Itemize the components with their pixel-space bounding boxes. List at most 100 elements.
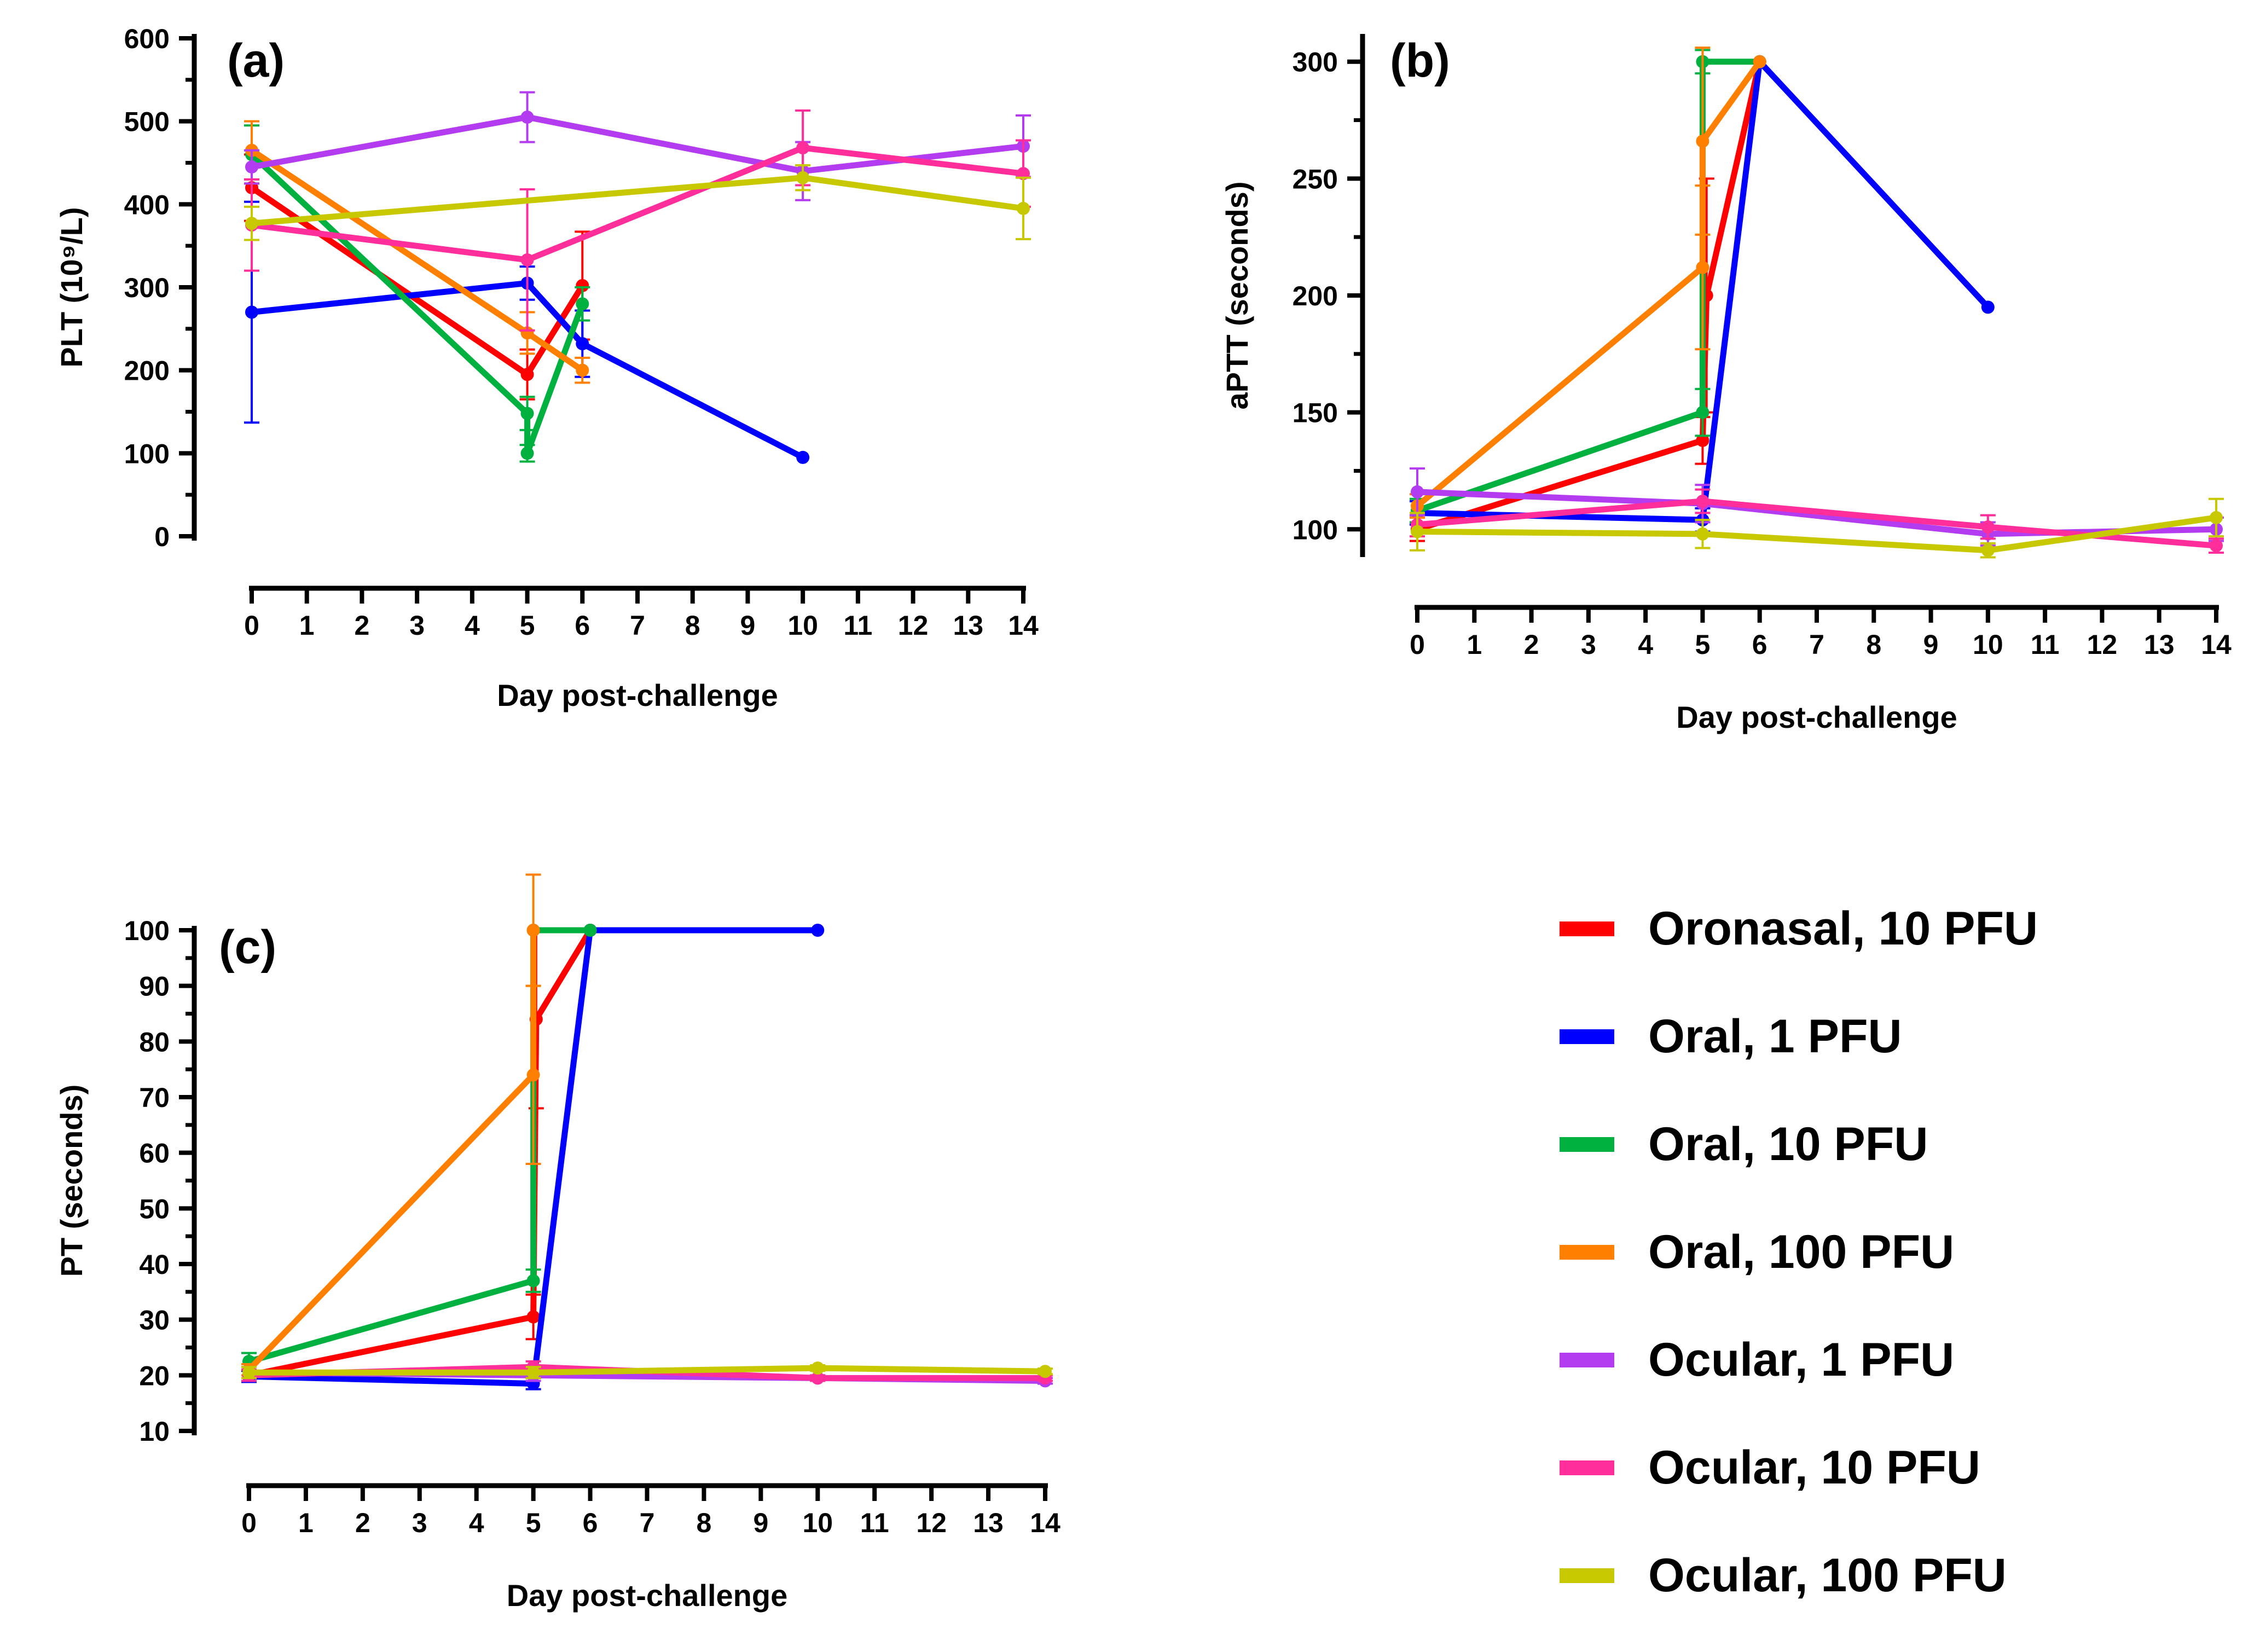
panel-b-y-axis-title: aPTT (seconds) xyxy=(1220,182,1254,410)
panel-c-panel-label: (c) xyxy=(219,921,276,973)
panel-a-x-tick-label: 8 xyxy=(685,610,700,641)
panel-b-line-oral-100-pfu xyxy=(1414,59,1763,509)
panel-b-series-ocular-100-pfu xyxy=(1410,497,2224,559)
panel-b-point-ocular-100-pfu xyxy=(2210,511,2223,524)
panel-a-series-oral-10-pfu xyxy=(244,124,590,463)
panel-b-x-tick-label: 10 xyxy=(1973,629,2003,660)
panel-b-point-ocular-10-pfu xyxy=(1981,520,1995,534)
panel-c-y-tick-label: 30 xyxy=(139,1305,170,1336)
panel-a-x-tick-label: 2 xyxy=(355,610,370,641)
panel-c-line-oral-1-pfu xyxy=(246,927,821,1387)
panel-a-point-oral-100-pfu xyxy=(576,363,589,377)
legend-label-ocular-1: Ocular, 1 PFU xyxy=(1648,1334,1955,1386)
panel-b-x-tick-label: 12 xyxy=(2087,629,2118,660)
panel-b-x-tick-label: 13 xyxy=(2144,629,2175,660)
panel-c-line-oral-100-pfu xyxy=(246,927,537,1373)
panel-a-x-tick-label: 3 xyxy=(409,610,425,641)
panel-a-y-tick-label: 100 xyxy=(124,438,170,469)
panel-a-point-oronasal-10-pfu xyxy=(520,368,534,381)
panel-b-x-tick-label: 3 xyxy=(1581,629,1596,660)
panel-a-point-oral-1-pfu xyxy=(576,337,589,351)
legend-label-oronasal-10: Oronasal, 10 PFU xyxy=(1648,902,2038,955)
panel-b-x-tick-label: 6 xyxy=(1752,629,1767,660)
legend-item-ocular-100: Ocular, 100 PFU xyxy=(1560,1544,2216,1652)
panel-a-x-tick-label: 13 xyxy=(953,610,983,641)
panel-a-x-tick-label: 7 xyxy=(630,610,645,641)
panel-a-x-tick-label: 4 xyxy=(465,610,480,641)
panel-c-y-tick-label: 40 xyxy=(139,1249,170,1280)
panel-c-y-axis-title: PT (seconds) xyxy=(54,1085,89,1277)
legend-item-oral-100: Oral, 100 PFU xyxy=(1560,1221,2216,1329)
panel-b-point-oral-100-pfu xyxy=(1696,260,1709,274)
panel-b-point-ocular-1-pfu xyxy=(1411,485,1424,499)
panel-b-line-ocular-100-pfu xyxy=(1414,514,2219,554)
legend-label-oral-1: Oral, 1 PFU xyxy=(1648,1010,1902,1063)
panel-a-series-ocular-1-pfu xyxy=(244,91,1031,201)
panel-a-point-ocular-1-pfu xyxy=(520,111,534,124)
panel-c-series-oral-100-pfu xyxy=(241,873,541,1377)
legend-swatch-ocular-100 xyxy=(1560,1568,1614,1583)
panel-c-point-ocular-100-pfu xyxy=(1039,1365,1052,1378)
panel-c-point-oral-100-pfu xyxy=(526,1068,540,1082)
panel-b-x-tick-label: 11 xyxy=(2031,629,2060,660)
panel-c-line-oral-10-pfu xyxy=(246,927,594,1365)
panel-c-x-tick-label: 4 xyxy=(469,1508,484,1538)
panel-a-line-oral-10-pfu xyxy=(248,151,586,456)
panel-c-y-tick-label: 100 xyxy=(124,915,170,946)
panel-a-y-tick-label: 400 xyxy=(124,189,170,220)
panel-c-x-tick-label: 11 xyxy=(860,1508,889,1538)
panel-a-point-oral-10-pfu xyxy=(520,407,534,420)
panel-b-x-tick-label: 1 xyxy=(1467,629,1482,660)
panel-c-point-oral-10-pfu xyxy=(526,1274,540,1288)
panel-c-point-oral-100-pfu xyxy=(526,924,540,937)
legend-label-ocular-10: Ocular, 10 PFU xyxy=(1648,1441,1981,1494)
panel-c-point-ocular-100-pfu xyxy=(811,1361,825,1375)
panel-b-point-ocular-10-pfu xyxy=(1696,495,1709,508)
panel-a-point-ocular-100-pfu xyxy=(245,217,258,230)
panel-a-x-tick-label: 6 xyxy=(575,610,590,641)
legend-swatch-oronasal-10 xyxy=(1560,921,1614,936)
panel-a-point-oral-1-pfu xyxy=(796,450,810,464)
panel-c-y-tick-label: 60 xyxy=(139,1138,170,1169)
panel-c-x-tick-label: 9 xyxy=(753,1508,768,1538)
panel-b-point-ocular-100-pfu xyxy=(1411,525,1424,538)
panel-a-line-oral-1-pfu xyxy=(248,280,806,461)
panel-b-point-oral-1-pfu xyxy=(1981,300,1995,314)
panel-a-y-tick-label: 200 xyxy=(124,356,170,386)
panel-a-x-tick-label: 12 xyxy=(898,610,929,641)
legend-swatch-oral-100 xyxy=(1560,1245,1614,1260)
panel-c-line-ocular-100-pfu xyxy=(246,1365,1048,1376)
panel-c-x-tick-label: 12 xyxy=(916,1508,947,1538)
panel-c-point-oronasal-10-pfu xyxy=(526,1310,540,1324)
legend-swatch-ocular-1 xyxy=(1560,1353,1614,1367)
panel-c-x-tick-label: 10 xyxy=(802,1508,833,1538)
panel-c-x-tick-label: 2 xyxy=(355,1508,370,1538)
panel-c-point-oral-10-pfu xyxy=(583,924,597,937)
panel-c-y-tick-label: 20 xyxy=(139,1360,170,1391)
panel-a-series-oronasal-10-pfu xyxy=(244,153,590,401)
panel-b-point-oronasal-10-pfu xyxy=(1696,433,1709,447)
panel-b-y-tick-label: 200 xyxy=(1293,281,1338,311)
panel-a-point-ocular-1-pfu xyxy=(245,160,258,174)
panel-a-x-tick-label: 1 xyxy=(299,610,315,641)
panel-b-y-tick-label: 300 xyxy=(1293,47,1338,78)
panel-b-x-axis-title: Day post-challenge xyxy=(1676,700,1957,734)
panel-a-panel-label: (a) xyxy=(227,34,285,87)
panel-b-x-tick-label: 9 xyxy=(1923,629,1939,660)
panel-b-y-tick-label: 150 xyxy=(1293,398,1338,428)
legend-swatch-oral-1 xyxy=(1560,1029,1614,1044)
panel-a-x-tick-label: 9 xyxy=(740,610,756,641)
panel-a-point-ocular-100-pfu xyxy=(796,171,810,184)
panel-c-x-tick-label: 7 xyxy=(640,1508,655,1538)
panel-a-x-tick-label: 14 xyxy=(1008,610,1039,641)
legend-item-oral-1: Oral, 1 PFU xyxy=(1560,1005,2216,1113)
panel-c-line-oronasal-10-pfu xyxy=(246,927,594,1378)
panel-c-x-tick-label: 3 xyxy=(412,1508,427,1538)
panel-c-y-tick-label: 50 xyxy=(139,1193,170,1224)
panel-a-y-axis-title: PLT (10⁹/L) xyxy=(54,207,89,367)
legend-label-ocular-100: Ocular, 100 PFU xyxy=(1648,1549,2007,1602)
panel-c-x-tick-label: 1 xyxy=(298,1508,314,1538)
panel-b-point-oral-10-pfu xyxy=(1696,405,1709,419)
